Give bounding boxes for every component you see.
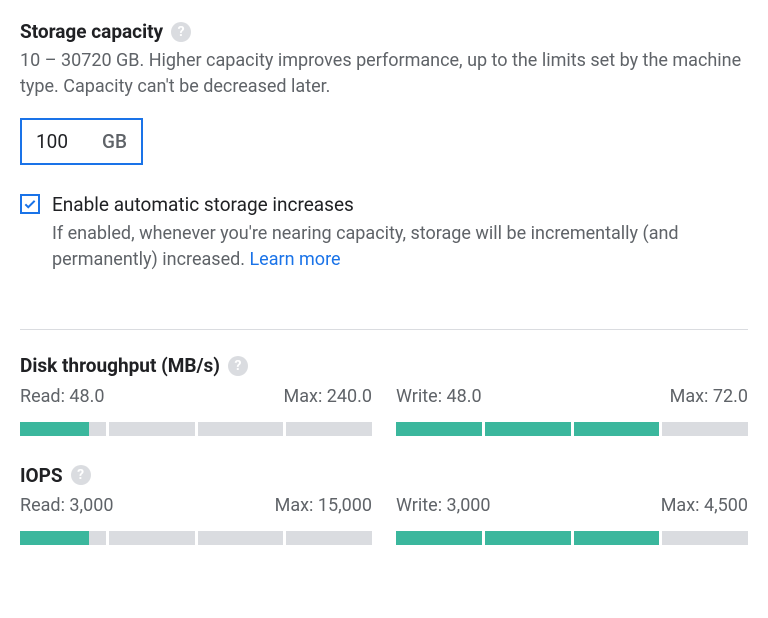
storage-capacity-title: Storage capacity [20, 18, 163, 46]
iops-read-bar [20, 531, 372, 545]
disk-throughput-title: Disk throughput (MB/s) [20, 352, 220, 380]
iops-title: IOPS [20, 462, 63, 490]
storage-capacity-unit: GB [102, 128, 127, 156]
storage-capacity-description: 10 – 30720 GB. Higher capacity improves … [20, 48, 748, 100]
iops-read-max-label: Max: [275, 495, 314, 516]
iops-read-value: 3,000 [69, 495, 113, 516]
help-icon[interactable]: ? [71, 465, 91, 485]
iops-read-max-value: 15,000 [318, 495, 372, 516]
iops-write-label: Write: [396, 495, 442, 516]
throughput-write-max-label: Max: [670, 386, 709, 407]
throughput-write-value: 48.0 [447, 386, 482, 407]
iops-write-value: 3,000 [447, 495, 491, 516]
iops-write-max-value: 4,500 [704, 495, 748, 516]
iops-read-labels: Read: 3,000 Max: 15,000 [20, 493, 372, 519]
iops-write-bar [396, 531, 748, 545]
throughput-read-bar [20, 422, 372, 436]
storage-capacity-input-wrapper[interactable]: GB [20, 118, 143, 166]
throughput-write-labels: Write: 48.0 Max: 72.0 [396, 384, 748, 410]
throughput-read-max-label: Max: [284, 386, 323, 407]
auto-increase-checkbox[interactable] [20, 194, 40, 214]
throughput-read-labels: Read: 48.0 Max: 240.0 [20, 384, 372, 410]
throughput-read-max-value: 240.0 [327, 386, 372, 407]
iops-write-max-label: Max: [661, 495, 700, 516]
throughput-read-value: 48.0 [69, 386, 104, 407]
throughput-write-label: Write: [396, 386, 442, 407]
throughput-read-label: Read: [20, 386, 65, 407]
help-icon[interactable]: ? [228, 356, 248, 376]
checkmark-icon [23, 197, 37, 211]
divider [20, 329, 748, 330]
iops-write-labels: Write: 3,000 Max: 4,500 [396, 493, 748, 519]
throughput-write-bar [396, 422, 748, 436]
throughput-write-max-value: 72.0 [713, 386, 748, 407]
auto-increase-description: If enabled, whenever you're nearing capa… [52, 221, 748, 273]
auto-increase-label: Enable automatic storage increases [52, 191, 748, 219]
help-icon[interactable]: ? [171, 22, 191, 42]
learn-more-link[interactable]: Learn more [249, 249, 340, 270]
iops-read-label: Read: [20, 495, 65, 516]
storage-capacity-input[interactable] [36, 130, 80, 153]
auto-increase-description-text: If enabled, whenever you're nearing capa… [52, 223, 679, 270]
